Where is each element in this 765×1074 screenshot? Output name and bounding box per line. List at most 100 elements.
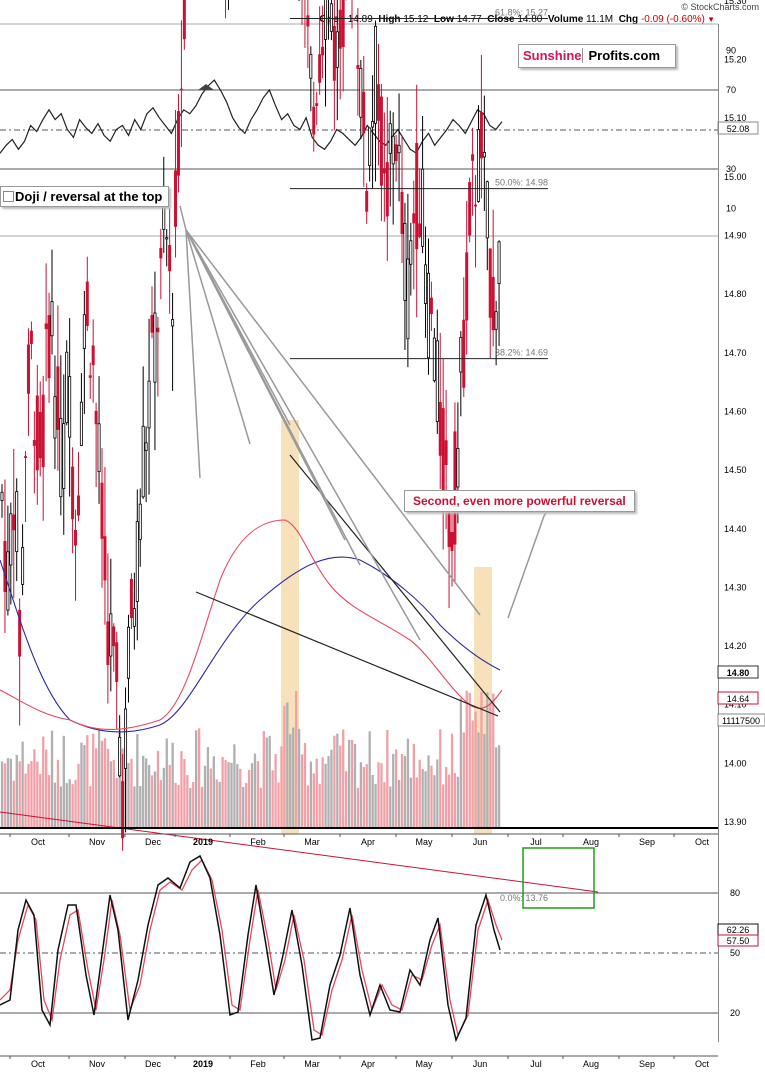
candle-body — [497, 241, 501, 284]
candle-body — [465, 252, 469, 321]
volume-bar — [277, 782, 280, 828]
volume-bar — [268, 735, 271, 828]
candle-body — [79, 401, 83, 446]
candle-body — [494, 311, 498, 330]
rsi-line — [0, 79, 503, 155]
volume-bar — [315, 758, 318, 828]
close-value: 14.80 — [517, 14, 543, 25]
volume-bar — [309, 761, 313, 828]
volume-bar — [230, 762, 233, 828]
candle-body — [29, 330, 33, 344]
volume-bar — [242, 786, 245, 828]
volume-bar — [486, 692, 489, 828]
candle-body — [321, 46, 325, 56]
x-tick-label: Jul — [530, 1059, 542, 1069]
candle-body — [338, 9, 342, 49]
support-line — [195, 591, 499, 717]
volume-bar — [65, 783, 68, 828]
price-tick-label: 14.50 — [724, 465, 747, 475]
volume-bar — [495, 747, 498, 828]
x-tick-label: Oct — [31, 837, 46, 847]
candle-body — [138, 503, 142, 540]
fib-label: 61.8%: 15.27 — [495, 7, 548, 17]
price-tick-label: 15.20 — [724, 55, 747, 65]
candle-body — [135, 521, 139, 602]
volume-bar — [362, 766, 365, 828]
volume-bar — [80, 742, 83, 828]
green-target-box — [522, 847, 595, 909]
volume-bar — [459, 698, 463, 828]
candle-body — [368, 127, 372, 166]
volume-bar — [250, 763, 254, 828]
candle-body — [312, 106, 316, 135]
volume-bar — [283, 705, 286, 828]
volume-bar — [212, 756, 215, 828]
doji-pointer-lines — [0, 205, 481, 641]
stoch-tick-label: 20 — [730, 1008, 740, 1018]
volume-bar — [133, 786, 136, 828]
volume-bar — [83, 744, 86, 828]
candle-body — [0, 491, 4, 501]
rsi-tick-label: 30 — [726, 164, 736, 174]
high-label: High — [378, 14, 401, 25]
candle-body — [456, 448, 460, 488]
volume-bar — [195, 730, 198, 828]
volume-bar — [186, 775, 189, 828]
price-tick-label: 14.70 — [724, 348, 747, 358]
candle-body — [50, 301, 54, 337]
volume-bar — [427, 755, 430, 828]
volume-bar — [380, 763, 383, 828]
rsi-tick-label: 10 — [726, 204, 736, 214]
volume-bar — [156, 750, 160, 828]
x-tick-label: Dec — [145, 837, 162, 847]
rsi-panel — [0, 23, 718, 237]
candle-body — [418, 223, 422, 238]
volume-bar — [0, 761, 4, 828]
candle-body — [32, 440, 36, 446]
volume-bar — [297, 728, 301, 828]
second-reversal-pointer — [507, 509, 549, 619]
volume-bar — [106, 748, 110, 828]
volume-bar — [115, 777, 118, 828]
candle-body — [132, 608, 136, 627]
stoch-d-tag: 57.50 — [727, 936, 750, 946]
volume-bar — [336, 733, 339, 828]
volume-bar — [162, 767, 165, 828]
candle-body — [94, 410, 98, 425]
candle-body — [329, 3, 333, 32]
candle-body — [359, 67, 363, 118]
logo-part-sunshine: Sunshine — [523, 48, 582, 63]
second-reversal-annotation: Second, even more powerful reversal — [404, 490, 635, 512]
candle-body — [341, 0, 345, 48]
candle-body — [153, 312, 157, 383]
candle-body — [24, 456, 28, 459]
volume-bar — [33, 749, 36, 828]
stoch-k-line — [0, 854, 501, 1043]
volume-bar — [215, 779, 218, 828]
volume-bar — [233, 744, 236, 828]
x-tick-label: Dec — [145, 1059, 162, 1069]
price-tick-label: 15.00 — [724, 172, 747, 182]
candle-body — [112, 626, 116, 647]
volume-bar — [24, 773, 27, 828]
candle-body — [182, 0, 186, 40]
volume-bar — [295, 691, 298, 828]
x-tick-label: 2019 — [193, 837, 213, 847]
x-tick-label: Oct — [31, 1059, 46, 1069]
volume-bar — [480, 691, 483, 828]
volume-bar — [227, 762, 230, 828]
volume-bar — [6, 758, 10, 828]
volume-bar — [171, 742, 174, 828]
volume-bar — [245, 782, 248, 828]
volume-bar — [92, 733, 95, 828]
candle-body — [438, 401, 442, 456]
volume-bar — [71, 784, 74, 828]
volume-bar — [359, 762, 363, 828]
candle-body — [426, 272, 430, 359]
candle-body — [71, 466, 75, 520]
volume-bar — [62, 735, 65, 828]
candle-body — [362, 91, 366, 134]
volume-bar — [497, 745, 501, 828]
volume-bar — [436, 759, 439, 828]
candle-body — [59, 417, 63, 498]
